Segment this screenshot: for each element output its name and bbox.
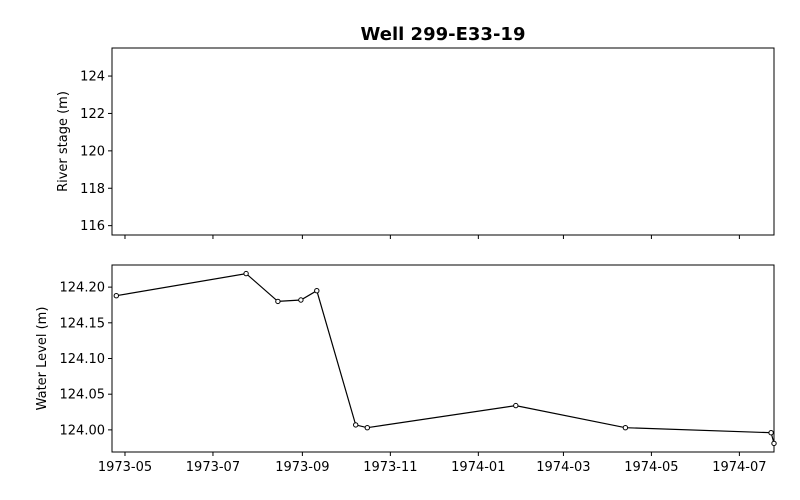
chart-title: Well 299-E33-19	[361, 24, 526, 45]
river-stage-y-tick-label: 124	[80, 70, 105, 85]
water-level-point	[243, 270, 249, 277]
water-level-y-tick-label: 124.00	[60, 423, 106, 438]
water-level-panel: Water Level (m) 124.00 124.05 124.10 124.15…	[35, 264, 777, 475]
water-level-x-tick-label: 1974-07	[712, 460, 766, 475]
water-level-ylabel: Water Level (m)	[35, 307, 50, 411]
river-stage-panel: River stage (m) 116 118 120 122 124	[56, 47, 775, 239]
water-level-x-tick-label: 1973-11	[363, 460, 417, 475]
water-level-y-tick-label: 124.20	[60, 281, 106, 296]
water-level-point	[113, 293, 120, 299]
river-stage-ylabel: River stage (m)	[56, 91, 71, 192]
river-stage-y-tick-label: 118	[80, 182, 105, 197]
water-level-y-tick-label: 124.15	[60, 316, 106, 331]
water-level-x-tick-label: 1974-01	[451, 460, 505, 475]
river-stage-y-tick-label: 122	[80, 107, 105, 122]
water-level-x-ticks: 1973-05 1973-07 1973-09 1973-11 1974-01 1974-…	[98, 452, 767, 475]
water-level-y-tick-label: 124.05	[60, 388, 106, 403]
water-level-axes-frame	[111, 264, 775, 453]
water-level-y-ticks: 124.00 124.05 124.10 124.15 124.20	[60, 281, 112, 438]
water-level-point	[275, 298, 281, 305]
river-stage-x-ticks	[124, 235, 740, 239]
water-level-point	[513, 402, 519, 409]
water-level-point	[768, 430, 774, 436]
river-stage-axes-frame	[111, 47, 775, 236]
water-level-point	[298, 297, 304, 303]
water-level-point	[622, 425, 629, 431]
water-level-point	[353, 422, 359, 428]
water-level-line	[116, 272, 775, 444]
river-stage-y-tick-label: 120	[80, 144, 105, 159]
water-level-series	[113, 270, 777, 447]
water-level-y-tick-label: 124.10	[60, 352, 106, 367]
water-level-point	[314, 288, 320, 294]
river-stage-y-tick-label: 116	[80, 219, 105, 234]
water-level-point	[771, 440, 777, 447]
water-level-x-tick-label: 1973-09	[275, 460, 329, 475]
river-stage-y-ticks: 116 118 120 122 124	[80, 70, 112, 234]
water-level-x-tick-label: 1973-07	[186, 460, 240, 475]
water-level-x-tick-label: 1973-05	[98, 460, 152, 475]
water-level-x-tick-label: 1974-03	[536, 460, 590, 475]
water-level-x-tick-label: 1974-05	[624, 460, 678, 475]
water-level-point	[364, 425, 370, 431]
